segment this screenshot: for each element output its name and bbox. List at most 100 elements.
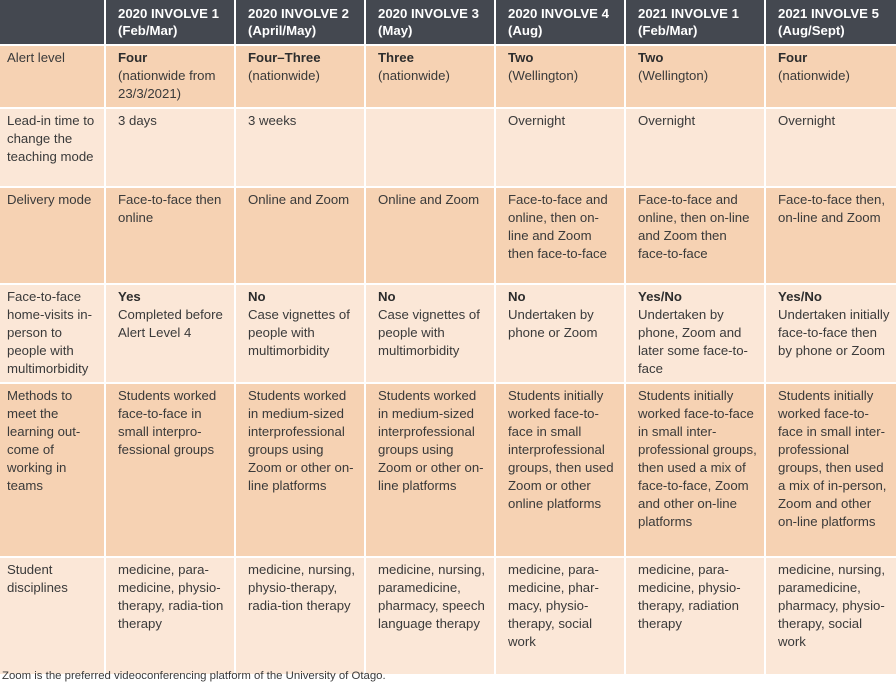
cell-text: Face-to-face then, on-line and Zoom (778, 192, 886, 225)
cell-text: (nationwide from 23/3/2021) (118, 68, 216, 101)
column-header: 2021 INVOLVE 5 (Aug/Sept) (765, 0, 896, 46)
row-label: Student disciplines (0, 557, 106, 676)
table-cell: 3 days (105, 108, 236, 188)
cell-text: medicine, nursing, paramedicine, pharmac… (778, 562, 886, 649)
cell-text: Overnight (508, 113, 566, 128)
row-label: Face-to-face home-visits in-person to pe… (0, 284, 106, 384)
table-cell: No Case vignettes of people with multimor… (235, 284, 366, 384)
cell-text: (Wellington) (638, 68, 709, 83)
cell-text: Overnight (778, 113, 836, 128)
table-cell: medicine, nursing, paramedicine, pharmac… (365, 557, 496, 676)
table-cell: Four (nationwide) (765, 45, 896, 109)
cell-emphasis: No (248, 289, 266, 304)
cell-text: medicine, para-medicine, phar-macy, phys… (508, 562, 599, 649)
cell-emphasis: Two (508, 50, 534, 65)
cell-emphasis: Three (378, 50, 414, 65)
column-header: 2020 INVOLVE 4 (Aug) (495, 0, 626, 46)
cell-text: Online and Zoom (378, 192, 480, 207)
table-cell: medicine, para-medicine, phar-macy, phys… (495, 557, 626, 676)
table-cell: No Case vignettes of people with multimor… (365, 284, 496, 384)
cell-text: Undertaken by phone, Zoom and later some… (638, 307, 748, 376)
column-header: 2020 INVOLVE 3 (May) (365, 0, 496, 46)
table-row-lead-in-time: Lead-in time to change the teaching mode… (0, 108, 896, 188)
table-footnote: Zoom is the preferred videoconferencing … (2, 670, 386, 682)
column-header: 2020 INVOLVE 2 (April/May) (235, 0, 366, 46)
cell-emphasis: No (378, 289, 396, 304)
table-cell: Face-to-face and online, then on-line an… (495, 187, 626, 285)
cell-text: Face-to-face and online, then on-line an… (508, 192, 608, 261)
table-cell: medicine, para-medicine, physio-therapy,… (625, 557, 766, 676)
column-header: 2020 INVOLVE 1 (Feb/Mar) (105, 0, 236, 46)
table-cell: Two (Wellington) (625, 45, 766, 109)
cell-text: (nationwide) (248, 68, 320, 83)
table-cell: Students worked face-to-face in small in… (105, 383, 236, 558)
table-cell: Yes Completed before Alert Level 4 (105, 284, 236, 384)
table-row-alert-level: Alert level Four (nationwide from 23/3/20… (0, 45, 896, 109)
table-cell: Online and Zoom (235, 187, 366, 285)
cell-emphasis: No (508, 289, 526, 304)
cell-text: Completed before Alert Level 4 (118, 307, 223, 340)
table-row-home-visits: Face-to-face home-visits in-person to pe… (0, 284, 896, 384)
table-row-teamwork-methods: Methods to meet the learning out-come of… (0, 383, 896, 558)
row-label: Alert level (0, 45, 106, 109)
cell-text: (nationwide) (378, 68, 450, 83)
cell-text: (nationwide) (778, 68, 850, 83)
table-cell: Students initially worked face-to-face i… (625, 383, 766, 558)
cell-emphasis: Two (638, 50, 664, 65)
cell-text: medicine, para-medicine, physio-therapy,… (638, 562, 741, 631)
cell-text: medicine, nursing, physio-therapy, radia… (248, 562, 356, 613)
cell-text: Online and Zoom (248, 192, 350, 207)
cell-text: Students initially worked face-to-face i… (778, 388, 887, 529)
table-cell: Students worked in medium-sized interpro… (235, 383, 366, 558)
table-cell (365, 108, 496, 188)
table-cell: Two (Wellington) (495, 45, 626, 109)
table-row-delivery-mode: Delivery mode Face-to-face then online O… (0, 187, 896, 285)
cell-text: Students worked in medium-sized interpro… (248, 388, 354, 493)
table-cell: Overnight (495, 108, 626, 188)
cell-emphasis: Yes/No (638, 289, 682, 304)
cell-text: Students initially worked face-to-face i… (638, 388, 757, 529)
table-cell: Four–Three (nationwide) (235, 45, 366, 109)
cell-text: medicine, para-medicine, physio-therapy,… (118, 562, 224, 631)
row-label: Methods to meet the learning out-come of… (0, 383, 106, 558)
table-cell: Students initially worked face-to-face i… (765, 383, 896, 558)
table-cell: Face-to-face and online, then on-line an… (625, 187, 766, 285)
table-cell: Yes/No Undertaken initially face-to-face … (765, 284, 896, 384)
table-cell: Students initially worked face-to-face i… (495, 383, 626, 558)
table-cell: medicine, para-medicine, physio-therapy,… (105, 557, 236, 676)
cell-text: Case vignettes of people with multimorbi… (248, 307, 350, 358)
table-cell: Face-to-face then online (105, 187, 236, 285)
header-corner-cell (0, 0, 106, 46)
table-cell: 3 weeks (235, 108, 366, 188)
cell-text: medicine, nursing, paramedicine, pharmac… (378, 562, 486, 631)
table-cell: medicine, nursing, paramedicine, pharmac… (765, 557, 896, 676)
row-label: Lead-in time to change the teaching mode (0, 108, 106, 188)
cell-text: (Wellington) (508, 68, 579, 83)
cell-text: Students worked face-to-face in small in… (118, 388, 217, 457)
table-cell: Three (nationwide) (365, 45, 496, 109)
cell-emphasis: Four–Three (248, 50, 321, 65)
column-header: 2021 INVOLVE 1 (Feb/Mar) (625, 0, 766, 46)
cell-text: Students initially worked face-to-face i… (508, 388, 614, 511)
table-cell: Students worked in medium-sized interpro… (365, 383, 496, 558)
cell-text: Face-to-face and online, then on-line an… (638, 192, 750, 261)
table-cell: medicine, nursing, physio-therapy, radia… (235, 557, 366, 676)
table-cell: Overnight (765, 108, 896, 188)
cell-emphasis: Four (778, 50, 808, 65)
cell-text: Undertaken by phone or Zoom (508, 307, 598, 340)
cell-text: Face-to-face then online (118, 192, 222, 225)
cell-text: Students worked in medium-sized interpro… (378, 388, 484, 493)
table-cell: Yes/No Undertaken by phone, Zoom and late… (625, 284, 766, 384)
cell-text: 3 weeks (248, 113, 297, 128)
table-cell: Face-to-face then, on-line and Zoom (765, 187, 896, 285)
table-cell: Online and Zoom (365, 187, 496, 285)
cell-text: Overnight (638, 113, 696, 128)
cell-text: Case vignettes of people with multimorbi… (378, 307, 480, 358)
cell-emphasis: Yes (118, 289, 141, 304)
table-cell: Four (nationwide from 23/3/2021) (105, 45, 236, 109)
header-row: 2020 INVOLVE 1 (Feb/Mar) 2020 INVOLVE 2 … (0, 0, 896, 46)
cell-text: 3 days (118, 113, 157, 128)
table-cell: No Undertaken by phone or Zoom (495, 284, 626, 384)
table-cell: Overnight (625, 108, 766, 188)
